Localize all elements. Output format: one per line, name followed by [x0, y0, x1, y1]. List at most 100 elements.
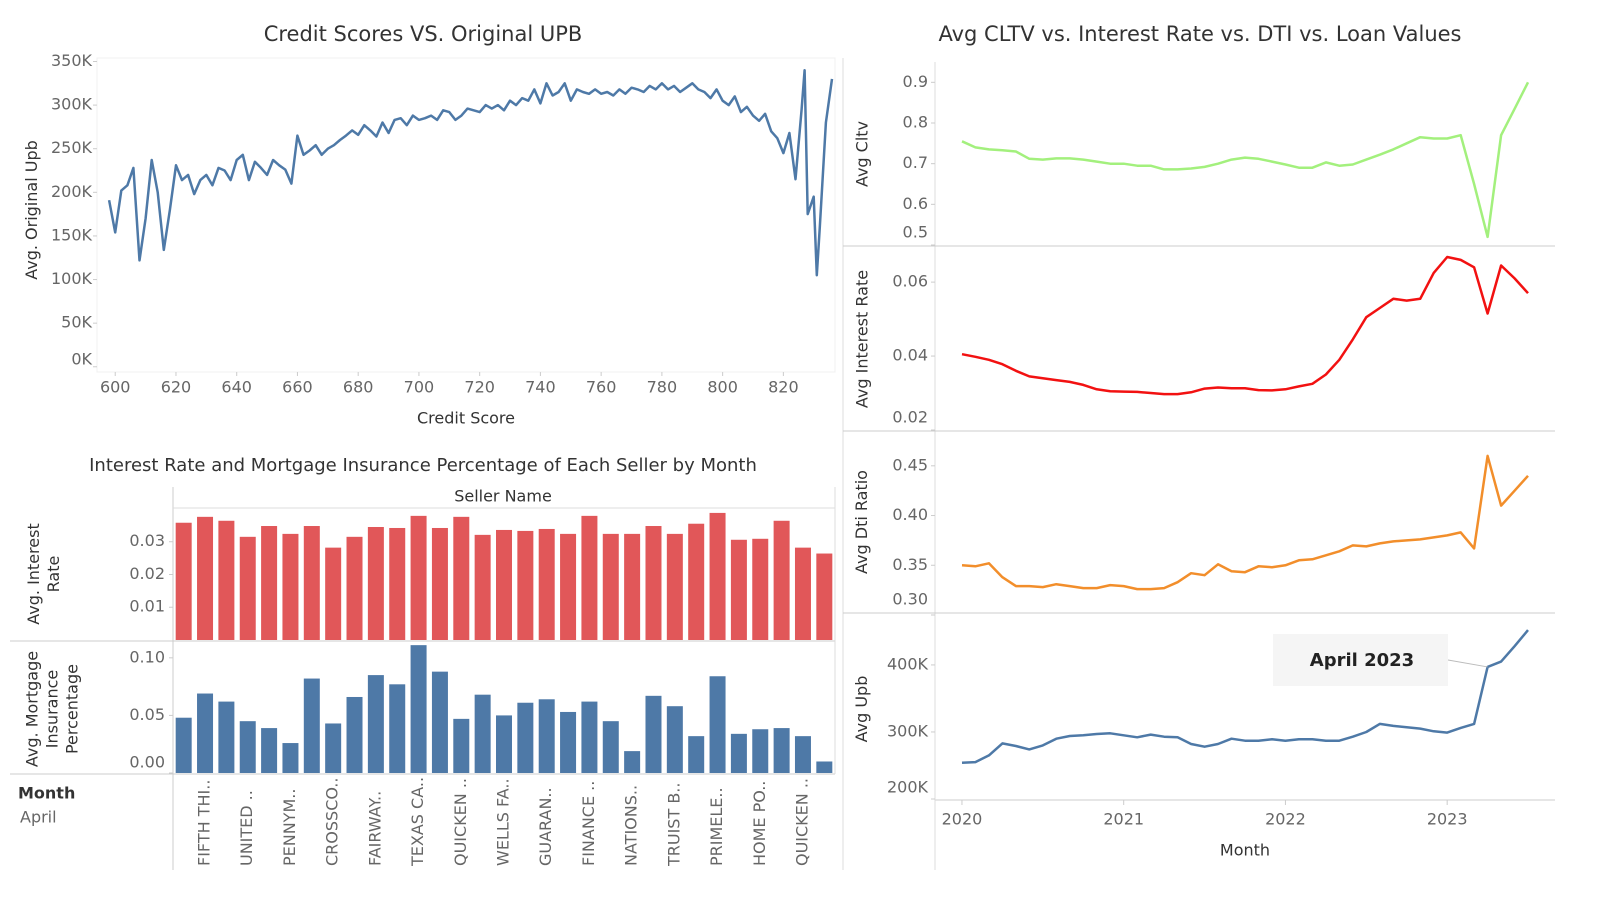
chart-title: Avg CLTV vs. Interest Rate vs. DTI vs. L…: [938, 22, 1461, 46]
row-header: Month: [18, 784, 75, 803]
x-tick-label: WELLS FA..: [494, 778, 513, 866]
bar: [581, 701, 598, 773]
bar: [538, 699, 555, 773]
y-tick-label: 0.30: [892, 590, 928, 609]
bar: [261, 526, 278, 640]
bar: [431, 671, 448, 773]
bar: [218, 701, 235, 773]
plot-frame: [96, 57, 836, 373]
bar: [560, 711, 577, 773]
bar: [346, 696, 363, 773]
x-tick-label: 780: [647, 378, 678, 397]
x-axis-title: Month: [1220, 841, 1270, 860]
x-tick-label: FIFTH THI..: [195, 780, 214, 866]
bar: [773, 520, 790, 640]
x-tick-label: 2023: [1427, 810, 1468, 829]
x-tick-label: QUICKEN ..: [792, 778, 811, 866]
bar: [474, 694, 491, 773]
x-tick-label: TRUIST B..: [664, 783, 683, 867]
y-tick-label: 0.00: [129, 753, 165, 772]
x-tick-label: NATIONS..: [622, 785, 641, 866]
y-tick-label: 0.03: [129, 531, 165, 550]
y-tick-label: 0.05: [129, 705, 165, 724]
x-tick-label: 600: [100, 378, 131, 397]
bar: [752, 729, 769, 773]
annotation-leader: [1447, 659, 1488, 668]
bar: [794, 736, 811, 773]
axis-title: Avg Cltv: [852, 120, 871, 187]
x-tick-label: 2021: [1103, 810, 1144, 829]
chart-title: Interest Rate and Mortgage Insurance Per…: [89, 455, 757, 476]
bar: [517, 702, 534, 773]
bar: [453, 718, 470, 773]
y-tick-label: 0.06: [892, 272, 928, 291]
bar: [175, 717, 192, 773]
axis-title: Avg. Mortgage Insurance Percentage: [22, 650, 81, 767]
bar: [325, 723, 342, 773]
line: [961, 629, 1529, 765]
x-tick-label: UNITED ..: [237, 790, 256, 866]
bar: [560, 533, 577, 640]
x-tick-label: 640: [221, 378, 252, 397]
x-axis-title: Credit Score: [417, 409, 515, 428]
x-tick-label: 2022: [1265, 810, 1306, 829]
bar: [730, 539, 747, 640]
y-tick-label: 0.5: [903, 223, 928, 242]
x-tick-label: 740: [525, 378, 556, 397]
bar: [197, 516, 214, 640]
bar: [581, 515, 598, 640]
bar: [688, 736, 705, 773]
y-tick-label: 0.35: [892, 555, 928, 574]
y-tick-label: 200K: [51, 182, 93, 201]
bar: [389, 527, 406, 640]
x-tick-label: FAIRWAY..: [365, 791, 384, 866]
y-tick-label: 350K: [51, 51, 93, 70]
bar: [474, 534, 491, 640]
bar: [602, 721, 619, 773]
x-tick-label: 2020: [942, 810, 983, 829]
bar: [410, 515, 427, 640]
x-tick-label: 800: [707, 378, 738, 397]
x-tick-label: 720: [464, 378, 495, 397]
y-tick-label: 100K: [51, 269, 93, 288]
y-tick-label: 0.45: [892, 455, 928, 474]
line: [961, 454, 1529, 591]
x-tick-label: PRIMELE..: [707, 787, 726, 866]
y-tick-label: 0.02: [129, 564, 165, 583]
bar: [773, 728, 790, 773]
bar: [282, 533, 299, 640]
y-tick-label: 0.02: [892, 408, 928, 427]
bar: [538, 528, 555, 640]
bar: [282, 743, 299, 773]
annotation-box: [1273, 634, 1448, 686]
x-tick-label: 700: [404, 378, 435, 397]
bar: [816, 553, 833, 640]
bar: [410, 645, 427, 773]
bar: [239, 721, 256, 773]
bar: [666, 533, 683, 640]
y-tick-label: 0.6: [903, 194, 928, 213]
bar: [752, 538, 769, 640]
bar: [389, 684, 406, 773]
bar: [239, 536, 256, 640]
x-tick-label: PENNYM..: [280, 789, 299, 866]
axis-title: Avg. Interest Rate: [24, 523, 63, 625]
bar: [730, 733, 747, 773]
x-tick-label: GUARAN..: [536, 787, 555, 866]
bar: [645, 526, 662, 640]
bar: [175, 522, 192, 640]
x-tick-label: QUICKEN ..: [451, 778, 470, 866]
y-tick-label: 0.04: [892, 346, 928, 365]
y-tick-label: 0.10: [129, 647, 165, 666]
bar: [816, 761, 833, 773]
y-tick-label: 300K: [887, 721, 929, 740]
bar: [624, 751, 641, 773]
x-tick-label: 760: [586, 378, 617, 397]
bar: [688, 523, 705, 640]
bar: [346, 536, 363, 640]
x-tick-label: HOME PO..: [750, 781, 769, 866]
line: [107, 68, 834, 277]
y-tick-label: 0.7: [903, 153, 928, 172]
bar: [431, 527, 448, 640]
